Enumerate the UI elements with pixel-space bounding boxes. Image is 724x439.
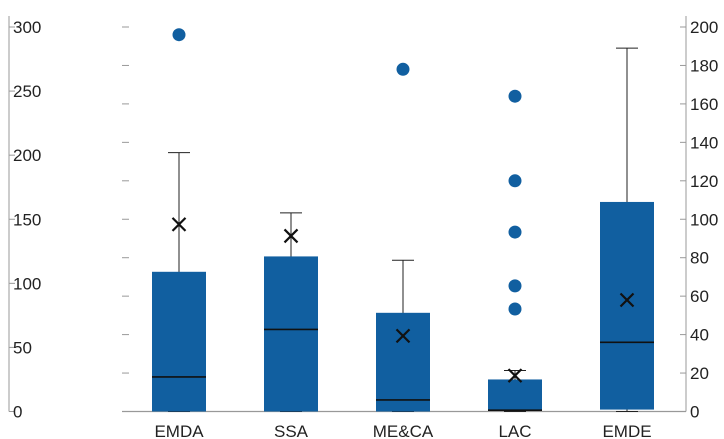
right-tick-label: 80 (690, 249, 709, 268)
left-tick-label: 250 (13, 82, 41, 101)
outlier-point (172, 28, 186, 42)
right-tick-label: 40 (690, 326, 709, 345)
left-tick-label: 50 (13, 338, 32, 357)
mean-marker (283, 228, 299, 244)
outlier-point (508, 302, 522, 316)
outlier-point (508, 174, 522, 188)
category-axis: EMDA SSA ME&CA LAC EMDE (154, 422, 651, 439)
right-tick-label: 60 (690, 287, 709, 306)
category-label: LAC (498, 422, 531, 439)
box-body (264, 256, 318, 412)
category-label: ME&CA (373, 422, 434, 439)
left-tick-label: 100 (13, 274, 41, 293)
right-tick-label: 0 (690, 403, 699, 422)
box-body (152, 271, 206, 412)
left-axis: 0 50 100 150 200 250 300 (9, 18, 41, 422)
outlier-point (396, 62, 410, 76)
box-me-ca (376, 62, 430, 412)
category-label: EMDE (602, 422, 651, 439)
right-tick-label: 100 (690, 210, 718, 229)
category-label: SSA (274, 422, 309, 439)
right-tick-label: 20 (690, 364, 709, 383)
outlier-point (508, 225, 522, 239)
right-tick-label: 200 (690, 18, 718, 37)
box-body (488, 379, 542, 411)
mean-marker (395, 328, 411, 344)
box-body (600, 201, 654, 410)
right-tick-label: 180 (690, 56, 718, 75)
box-lac (488, 89, 542, 412)
left-tick-label: 300 (13, 18, 41, 37)
box-emde (600, 47, 654, 412)
box-ssa (264, 212, 318, 412)
box-body (376, 312, 430, 412)
outlier-point (508, 279, 522, 293)
right-tick-label: 140 (690, 133, 718, 152)
mean-marker (507, 368, 523, 383)
left-tick-label: 200 (13, 146, 41, 165)
category-label: EMDA (154, 422, 204, 439)
mean-marker (171, 217, 187, 232)
outlier-point (508, 89, 522, 103)
right-tick-label: 120 (690, 172, 718, 191)
right-tick-label: 160 (690, 95, 718, 114)
axes (8, 16, 687, 413)
box-emda (152, 28, 206, 412)
left-tick-label: 0 (13, 403, 22, 422)
mean-marker (619, 292, 635, 308)
right-axis: 0 20 40 60 80 100 120 140 160 180 200 (680, 18, 718, 422)
boxes (152, 28, 654, 412)
left-tick-label: 150 (13, 210, 41, 229)
